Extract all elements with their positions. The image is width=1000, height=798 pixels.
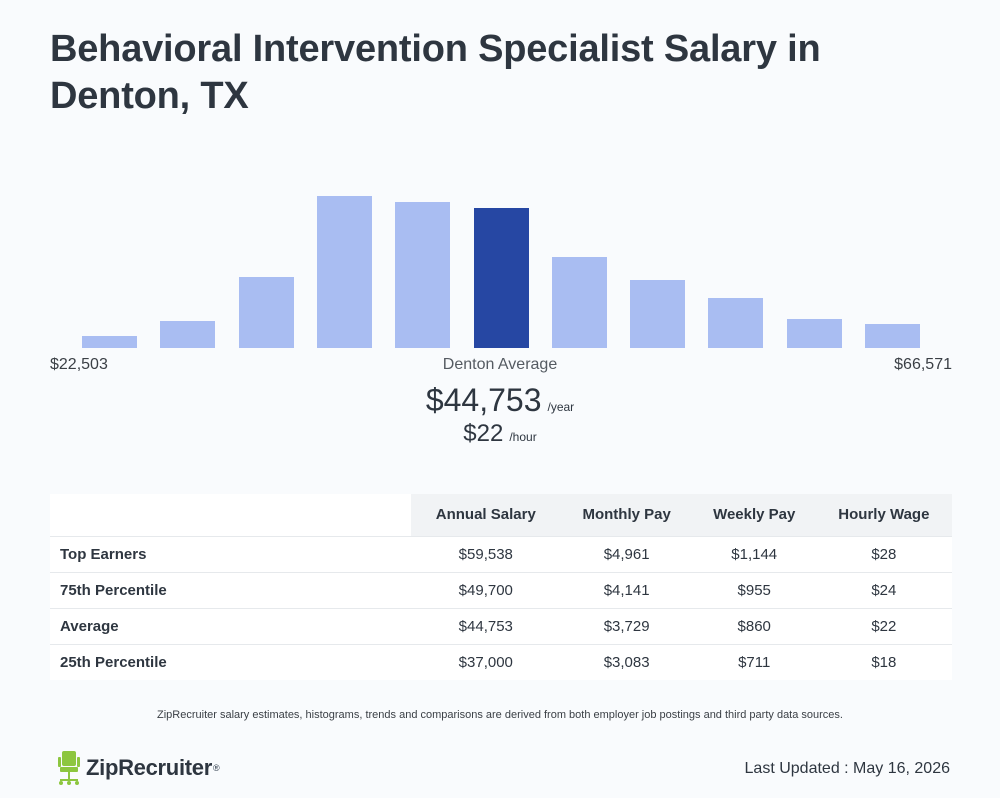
table-row: Top Earners $59,538 $4,961 $1,144 $28 [50, 535, 952, 572]
table-row: Average $44,753 $3,729 $860 $22 [50, 607, 952, 644]
table-header-row: Annual Salary Monthly Pay Weekly Pay Hou… [50, 494, 952, 536]
average-label: Denton Average [442, 356, 558, 373]
row-label: Average [50, 607, 411, 644]
cell-weekly: $711 [692, 643, 816, 680]
histogram-bar [82, 336, 137, 348]
cell-weekly: $955 [692, 571, 816, 608]
table-row: 25th Percentile $37,000 $3,083 $711 $18 [50, 643, 952, 680]
cell-annual: $49,700 [411, 571, 561, 608]
histogram-bar [865, 324, 920, 348]
cell-monthly: $4,961 [560, 535, 693, 572]
cell-hourly: $22 [815, 607, 952, 644]
brand-name: ZipRecruiter [86, 755, 212, 780]
registered-mark: ® [212, 763, 220, 773]
table-header-weekly: Weekly Pay [692, 494, 816, 536]
cell-weekly: $860 [692, 607, 816, 644]
cell-hourly: $24 [815, 571, 952, 608]
table-row: 75th Percentile $49,700 $4,141 $955 $24 [50, 571, 952, 608]
range-max-label: $66,571 [894, 356, 952, 373]
histogram-bar [630, 280, 685, 348]
table-header-monthly: Monthly Pay [560, 494, 693, 536]
cell-monthly: $3,729 [560, 607, 693, 644]
histogram-bar [395, 202, 450, 348]
average-annual: $44,753/year [0, 382, 1000, 419]
cell-annual: $44,753 [411, 607, 561, 644]
cell-weekly: $1,144 [692, 535, 816, 572]
histogram-bar [239, 277, 294, 348]
average-annual-unit: /year [547, 400, 575, 414]
salary-histogram [50, 150, 952, 348]
histogram-bar [787, 319, 842, 348]
ziprecruiter-chair-icon [58, 751, 80, 785]
page-title: Behavioral Intervention Specialist Salar… [50, 28, 821, 117]
cell-monthly: $3,083 [560, 643, 693, 680]
average-hourly-value: $22 [463, 420, 504, 447]
ziprecruiter-logo[interactable]: ZipRecruiter ® [58, 750, 220, 786]
table-header-annual: Annual Salary [411, 494, 561, 536]
histogram-bar [317, 196, 372, 348]
table-header-blank [50, 494, 411, 536]
cell-hourly: $28 [815, 535, 952, 572]
average-hourly-unit: /hour [509, 430, 537, 444]
histogram-bar [552, 257, 607, 348]
histogram-bar [708, 298, 763, 348]
table-header-hourly: Hourly Wage [815, 494, 952, 536]
histogram-bar [160, 321, 215, 348]
cell-hourly: $18 [815, 643, 952, 680]
cell-monthly: $4,141 [560, 571, 693, 608]
histogram-bar-average [474, 208, 529, 348]
average-hourly: $22/hour [0, 420, 1000, 448]
cell-annual: $59,538 [411, 535, 561, 572]
cell-annual: $37,000 [411, 643, 561, 680]
last-updated: Last Updated : May 16, 2026 [744, 760, 950, 777]
row-label: 25th Percentile [50, 643, 411, 680]
disclaimer-text: ZipRecruiter salary estimates, histogram… [157, 709, 843, 721]
average-annual-value: $44,753 [425, 382, 542, 418]
row-label: 75th Percentile [50, 571, 411, 608]
range-min-label: $22,503 [50, 356, 108, 373]
row-label: Top Earners [50, 535, 411, 572]
salary-table: Annual Salary Monthly Pay Weekly Pay Hou… [50, 494, 952, 680]
